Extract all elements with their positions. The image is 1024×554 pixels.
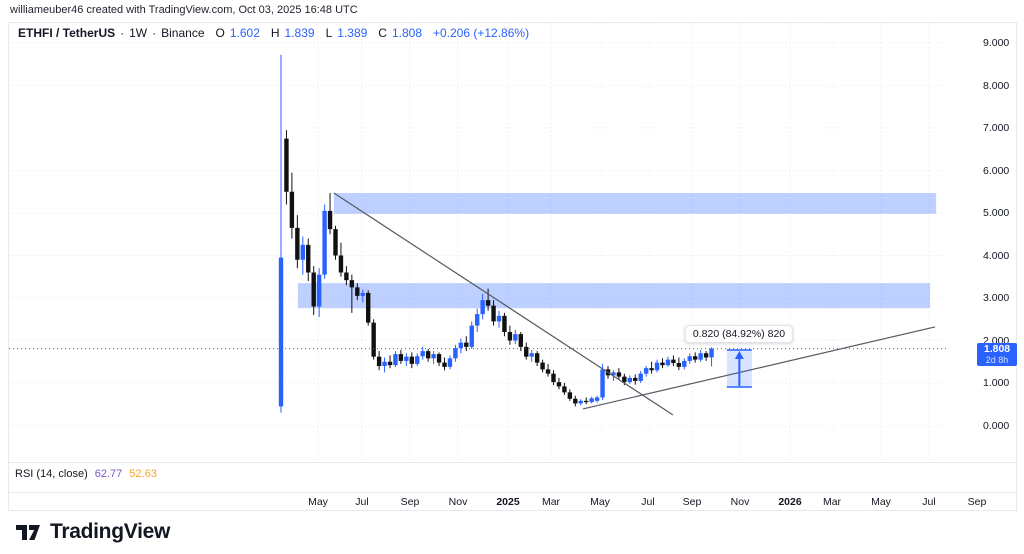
last-price-value: 1.808 (983, 343, 1011, 355)
price-axis-label: 4.000 (983, 249, 1010, 262)
high-value: 1.839 (284, 26, 315, 40)
close-label: C (378, 26, 387, 40)
low-value: 1.389 (337, 26, 368, 40)
price-axis-label: 0.000 (983, 419, 1010, 432)
low-label: L (325, 26, 333, 40)
interval-label[interactable]: 1W (129, 26, 148, 40)
pane-separator[interactable] (9, 462, 1016, 463)
price-axis-label: 5.000 (983, 207, 1010, 219)
symbol-legend[interactable]: ETHFI / TetherUS · 1W · Binance O 1.602 … (18, 26, 529, 40)
change-value: +0.206 (+12.86%) (433, 26, 530, 40)
time-axis-label: May (871, 496, 891, 508)
time-axis-label: 2026 (778, 496, 802, 508)
time-axis-label: May (590, 496, 610, 508)
tradingview-logo-icon (16, 525, 40, 540)
tradingview-logo[interactable]: TradingView (14, 518, 170, 546)
open-label: O (215, 26, 225, 40)
price-axis-label: 9.000 (983, 37, 1010, 49)
legend-separator: · (120, 26, 125, 40)
attribution-text: williameuber46 created with TradingView.… (10, 4, 358, 16)
open-value: 1.602 (229, 26, 260, 40)
time-axis-label: Mar (822, 496, 842, 508)
price-axis-label: 6.000 (983, 164, 1010, 177)
high-label: H (270, 26, 280, 40)
legend-separator: · (152, 26, 157, 40)
time-axis-label: Mar (541, 496, 561, 508)
time-axis-label: Sep (400, 496, 420, 508)
chart-frame (8, 22, 1017, 511)
time-axis-label: Jul (922, 496, 936, 508)
last-price-tag[interactable]: 1.808 2d 8h (977, 343, 1017, 366)
rsi-title: RSI (14, close) (15, 468, 88, 480)
rsi-ma-value: 52.63 (129, 468, 157, 480)
price-axis-label: 8.000 (983, 79, 1010, 92)
time-axis-separator (9, 492, 1016, 493)
time-axis-label: Sep (967, 496, 987, 508)
close-value: 1.808 (391, 26, 422, 40)
price-axis-label: 3.000 (983, 292, 1010, 304)
time-axis-label: 2025 (496, 496, 520, 508)
exchange-label: Binance (161, 26, 205, 40)
price-range-measurement-label[interactable]: 0.820 (84.92%) 820 (684, 325, 794, 343)
rsi-indicator-legend[interactable]: RSI (14, close) 62.77 52.63 (15, 468, 157, 480)
time-axis-label: Jul (641, 496, 655, 508)
time-axis-label: Jul (355, 496, 369, 508)
bar-countdown: 2d 8h (985, 355, 1009, 365)
rsi-value: 62.77 (94, 468, 123, 480)
price-axis-label: 1.000 (983, 377, 1010, 389)
time-axis-label: May (308, 496, 328, 508)
time-axis-label: Nov (448, 496, 468, 508)
symbol-name[interactable]: ETHFI / TetherUS (18, 26, 116, 40)
tradingview-logo-text: TradingView (50, 520, 171, 543)
time-axis-label: Sep (682, 496, 702, 508)
time-axis-label: Nov (730, 496, 750, 508)
price-axis-label: 7.000 (983, 122, 1010, 134)
